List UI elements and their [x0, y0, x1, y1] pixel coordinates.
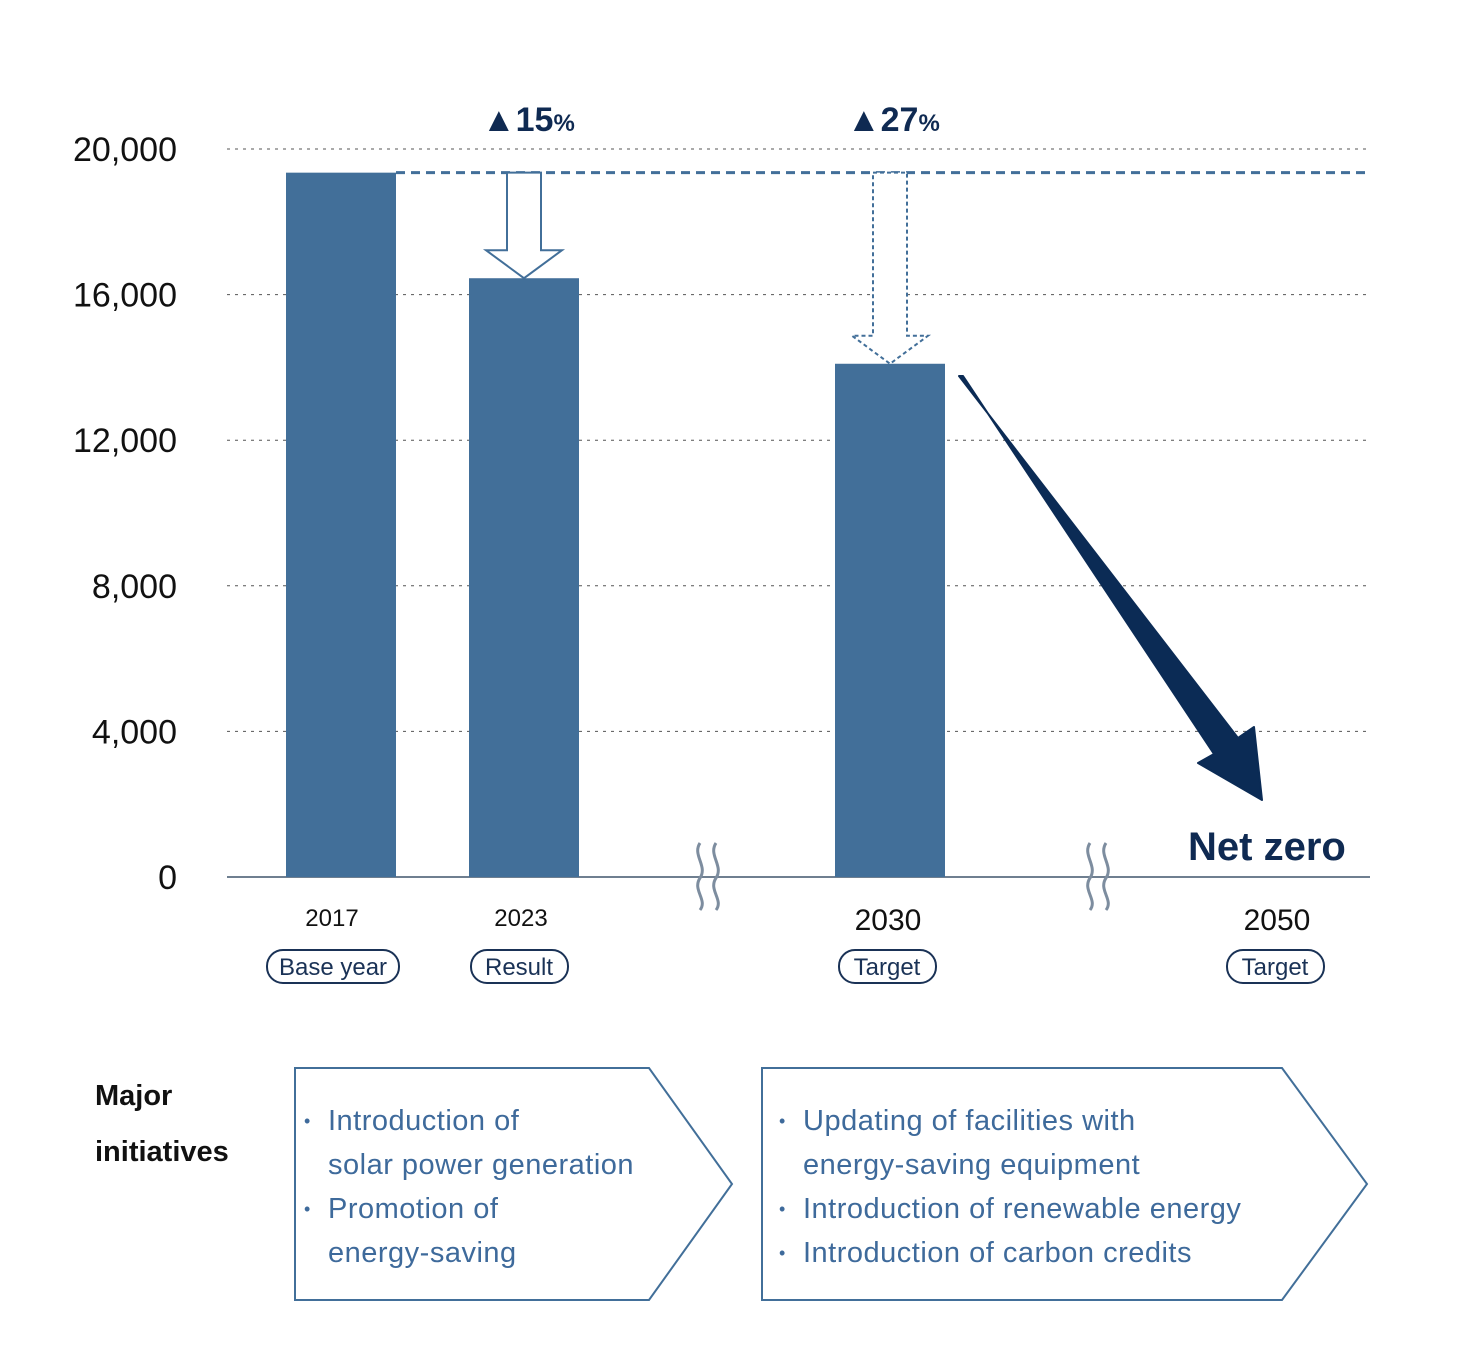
initiatives-panel-2: Updating of facilities with energy-savin…	[761, 1067, 1371, 1303]
target-2050-badge-label: Target	[1242, 954, 1309, 981]
result-badge-label: Result	[485, 954, 553, 981]
result-badge: Result	[470, 949, 569, 984]
y-tick-label: 4,000	[92, 713, 177, 751]
reduction-unit-2030: %	[918, 110, 939, 137]
initiatives-list-2: Updating of facilities with energy-savin…	[769, 1099, 1359, 1275]
bar-2017	[286, 172, 396, 877]
y-tick-label: 12,000	[73, 422, 177, 460]
reduction-label-2023: ▲15%	[482, 101, 575, 139]
y-axis-ticks: 0 4,000 8,000 12,000 16,000 20,000	[73, 131, 177, 897]
major-initiatives-heading-line2: initiatives	[95, 1136, 229, 1168]
reduction-value-2030: ▲27	[847, 101, 918, 139]
bar-2030	[835, 363, 945, 877]
initiatives-panel-1: Introduction of solar power generation P…	[294, 1067, 736, 1303]
base-year-badge: Base year	[266, 949, 400, 984]
x-tick-label-2030: 2030	[855, 904, 922, 937]
reduction-arrow-2030	[848, 171, 932, 366]
initiatives-list-1: Introduction of solar power generation P…	[294, 1099, 714, 1275]
y-tick-label: 0	[158, 859, 177, 897]
reduction-label-2030: ▲27%	[847, 101, 940, 139]
target-2030-badge-label: Target	[854, 954, 921, 981]
axis-break-mark	[1086, 842, 1110, 911]
initiative-item: Introduction of solar power generation	[294, 1099, 714, 1187]
initiative-item: Introduction of renewable energy	[769, 1187, 1359, 1231]
y-tick-label: 16,000	[73, 277, 177, 315]
axis-break-mark	[696, 842, 720, 911]
initiative-item: Introduction of carbon credits	[769, 1231, 1359, 1275]
y-tick-label: 8,000	[92, 568, 177, 606]
initiative-item: Updating of facilities with energy-savin…	[769, 1099, 1359, 1187]
x-tick-label-2050: 2050	[1244, 904, 1311, 937]
x-tick-label-2023: 2023	[494, 905, 547, 932]
gridlines	[227, 148, 1370, 732]
bar-2023	[469, 278, 579, 878]
reduction-arrow-2023	[482, 171, 566, 280]
net-zero-label: Net zero	[1188, 825, 1346, 869]
target-2050-badge: Target	[1226, 949, 1325, 984]
y-tick-label: 20,000	[73, 131, 177, 169]
reduction-unit-2023: %	[553, 110, 574, 137]
target-2030-badge: Target	[838, 949, 937, 984]
net-zero-trend-arrow	[958, 375, 1263, 801]
bars	[286, 172, 945, 878]
reduction-arrows	[482, 171, 932, 366]
initiative-item: Promotion of energy-saving	[294, 1187, 714, 1275]
x-tick-label-2017: 2017	[305, 905, 358, 932]
reduction-value-2023: ▲15	[482, 101, 553, 139]
base-year-badge-label: Base year	[279, 954, 387, 981]
major-initiatives-heading: Major initiatives	[95, 1068, 295, 1180]
major-initiatives-heading-line1: Major	[95, 1080, 173, 1112]
